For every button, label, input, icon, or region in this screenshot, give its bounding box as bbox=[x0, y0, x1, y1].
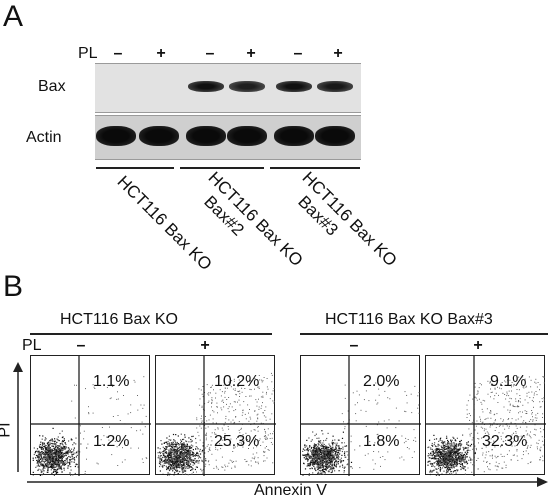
group-title-1: HCT116 Bax KO bbox=[60, 311, 178, 328]
flow-scatter-2 bbox=[156, 356, 276, 476]
plot-4-lower-right: 32.3% bbox=[482, 433, 528, 450]
plot-3-upper-right: 2.0% bbox=[363, 373, 400, 390]
lane-sign-1: – bbox=[113, 45, 123, 62]
pi-axis-arrow bbox=[13, 362, 23, 472]
flow-scatter-1 bbox=[31, 356, 151, 476]
actin-band-lane-3 bbox=[186, 126, 226, 146]
lane-sign-4: + bbox=[246, 45, 256, 62]
plot-sign-2: + bbox=[200, 337, 210, 354]
lane-sign-6: + bbox=[333, 45, 343, 62]
plot-4-upper-right: 9.1% bbox=[490, 373, 527, 390]
group-title-underline-1 bbox=[30, 333, 272, 335]
annexin-axis-arrow bbox=[27, 477, 548, 487]
group-title-underline-2 bbox=[300, 333, 548, 335]
plot-sign-3: – bbox=[349, 337, 359, 354]
flow-plot-1: 1.1% 1.2% bbox=[30, 355, 151, 476]
plot-2-lower-right: 25.3% bbox=[214, 433, 260, 450]
panel-b-letter: B bbox=[3, 270, 24, 303]
flow-plot-4: 9.1% 32.3% bbox=[425, 355, 546, 476]
pi-axis-label: PI bbox=[0, 422, 14, 438]
actin-blot bbox=[95, 115, 361, 160]
flow-plot-2: 10.2% 25.3% bbox=[155, 355, 276, 476]
plot-2-upper-right: 10.2% bbox=[214, 373, 260, 390]
bax-band-lane-3 bbox=[188, 81, 224, 92]
lane-sign-5: – bbox=[293, 45, 303, 62]
group-bracket-3 bbox=[270, 167, 360, 169]
actin-band-lane-4 bbox=[227, 126, 267, 146]
plot-1-lower-right: 1.2% bbox=[93, 433, 130, 450]
panel-a-letter: A bbox=[3, 0, 24, 33]
actin-band-lane-6 bbox=[315, 126, 355, 146]
actin-band-lane-1 bbox=[96, 126, 136, 146]
lane-sign-2: + bbox=[156, 45, 166, 62]
bax-band-lane-5 bbox=[276, 81, 312, 92]
pl-label-a: PL bbox=[78, 45, 98, 62]
blot-label-bax: Bax bbox=[38, 78, 66, 95]
plot-3-lower-right: 1.8% bbox=[363, 433, 400, 450]
lane-sign-3: – bbox=[205, 45, 215, 62]
flow-plot-3: 2.0% 1.8% bbox=[300, 355, 421, 476]
bax-blot bbox=[95, 63, 361, 113]
plot-sign-4: + bbox=[473, 337, 483, 354]
actin-band-lane-5 bbox=[274, 126, 314, 146]
flow-scatter-4 bbox=[426, 356, 546, 476]
flow-scatter-3 bbox=[301, 356, 421, 476]
blot-label-actin: Actin bbox=[26, 129, 62, 146]
plot-sign-1: – bbox=[76, 337, 86, 354]
group-title-2: HCT116 Bax KO Bax#3 bbox=[325, 311, 493, 328]
group-label-3: HCT116 Bax KO Bax#3 bbox=[284, 168, 400, 285]
group-bracket-2 bbox=[180, 167, 264, 169]
group-bracket-1 bbox=[96, 167, 174, 169]
bax-band-lane-6 bbox=[317, 81, 353, 92]
pl-label-b: PL bbox=[22, 337, 42, 354]
plot-1-upper-right: 1.1% bbox=[93, 373, 130, 390]
actin-band-lane-2 bbox=[139, 126, 179, 146]
bax-band-lane-4 bbox=[229, 81, 265, 92]
annexin-axis-label: Annexin V bbox=[254, 482, 327, 499]
